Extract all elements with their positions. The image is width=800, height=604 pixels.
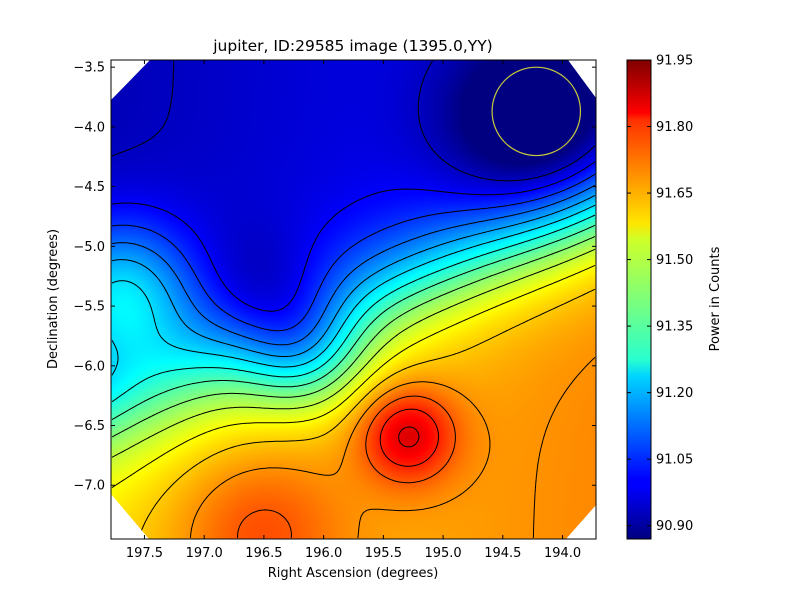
y-axis-ticks: −3.5 −4.0 −4.5 −5.0 −5.5 −6.0 −6.5 −7.0 bbox=[73, 61, 596, 494]
colorbar-tick-label: 90.90 bbox=[656, 519, 693, 534]
x-tick-label: 196.5 bbox=[245, 546, 282, 561]
contour-line-1 bbox=[111, 161, 596, 312]
contour-line-7 bbox=[111, 224, 596, 421]
plot-frame bbox=[110, 59, 597, 540]
y-axis-label: Declination (degrees) bbox=[46, 229, 61, 369]
colorbar-ticks: 90.90 91.05 91.20 91.35 91.50 91.65 91.80 91.95 bbox=[627, 54, 693, 534]
contour-line-5 bbox=[111, 204, 596, 376]
x-tick-label: 195.0 bbox=[424, 546, 461, 561]
x-axis-ticks: 197.5 197.0 196.5 196.0 195.5 195.0 194.5 194.0 bbox=[126, 60, 581, 561]
heatmap-area bbox=[111, 60, 596, 539]
contour-line-11 bbox=[138, 288, 596, 539]
contour-line-12 bbox=[189, 356, 596, 539]
y-tick-label: −4.0 bbox=[73, 120, 105, 135]
contour-line-2 bbox=[111, 173, 596, 332]
contour-line-8 bbox=[111, 236, 596, 438]
x-tick-label: 196.0 bbox=[305, 546, 342, 561]
y-tick-label: −5.0 bbox=[73, 240, 105, 255]
y-tick-label: −7.0 bbox=[73, 479, 105, 494]
colorbar-tick-label: 91.65 bbox=[656, 187, 693, 202]
contour-line-15 bbox=[398, 426, 420, 448]
contour-line-0 bbox=[111, 60, 596, 182]
contour-line-4 bbox=[111, 194, 596, 357]
y-tick-label: −5.5 bbox=[73, 300, 105, 315]
contour-line-9 bbox=[111, 248, 596, 458]
heatmap-image bbox=[111, 60, 596, 539]
y-tick-label: −6.5 bbox=[73, 419, 105, 434]
y-tick-label: −3.5 bbox=[73, 61, 105, 76]
source-marker-circle bbox=[491, 66, 582, 157]
chart-title: jupiter, ID:29585 image (1395.0,YY) bbox=[212, 37, 492, 55]
y-tick-label: −6.0 bbox=[73, 359, 105, 374]
contour-line-13 bbox=[237, 395, 456, 539]
x-tick-label: 197.0 bbox=[186, 546, 223, 561]
colorbar-tick-label: 91.35 bbox=[656, 320, 693, 335]
colorbar bbox=[626, 59, 652, 540]
contour-line-10 bbox=[111, 264, 596, 489]
x-axis-label: Right Ascension (degrees) bbox=[268, 566, 439, 581]
y-tick-label: −4.5 bbox=[73, 180, 105, 195]
contour-line-6 bbox=[111, 214, 596, 403]
colorbar-tick-label: 91.95 bbox=[656, 54, 693, 69]
x-tick-label: 195.5 bbox=[365, 546, 402, 561]
x-tick-label: 194.0 bbox=[544, 546, 581, 561]
x-tick-label: 194.5 bbox=[484, 546, 521, 561]
contour-lines bbox=[111, 60, 596, 539]
colorbar-tick-label: 91.50 bbox=[656, 253, 693, 268]
colorbar-tick-label: 91.05 bbox=[656, 453, 693, 468]
colorbar-label: Power in Counts bbox=[708, 246, 723, 351]
x-tick-label: 197.5 bbox=[126, 546, 163, 561]
colorbar-tick-label: 91.20 bbox=[656, 386, 693, 401]
contour-line-14 bbox=[379, 408, 439, 467]
colorbar-tick-label: 91.80 bbox=[656, 120, 693, 135]
